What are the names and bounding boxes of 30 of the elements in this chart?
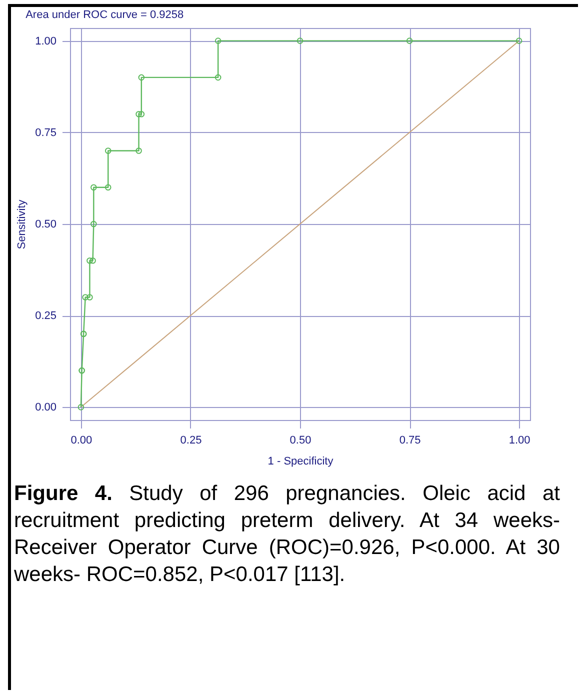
point bbox=[90, 184, 97, 191]
point bbox=[136, 148, 142, 154]
x-tick-label: 0.75 bbox=[399, 434, 421, 446]
point bbox=[86, 257, 93, 264]
point bbox=[90, 220, 97, 228]
point bbox=[138, 110, 145, 118]
caption: Figure 4. Study of 296 pregnancies. Oleic acid at recruitment predicting preterm delivery. At 34 weeks- Receiver Operator Curve (ROC)=0.926, P<0.000. At 30 weeks- ROC=0.852, P<0.017 [113]. bbox=[14, 481, 560, 588]
point bbox=[104, 148, 112, 154]
point bbox=[82, 294, 88, 300]
x-tick-label: 0.50 bbox=[290, 434, 312, 446]
y-tick-label: 1.00 bbox=[35, 35, 56, 48]
point bbox=[86, 294, 93, 300]
y-axis-title: Sensitivity bbox=[16, 199, 28, 250]
x-tick-label: 0.25 bbox=[180, 434, 202, 446]
y-tick-label: 0.25 bbox=[35, 310, 56, 322]
point bbox=[138, 74, 145, 81]
y-tick-label: 0.75 bbox=[35, 126, 56, 139]
point bbox=[214, 74, 222, 81]
y-tick-label: 0.00 bbox=[35, 402, 56, 414]
point bbox=[296, 38, 304, 44]
point bbox=[136, 110, 142, 118]
point bbox=[90, 257, 96, 264]
y-tick-label: 0.50 bbox=[35, 218, 56, 230]
x-axis-title: 1 - Specificity bbox=[268, 456, 334, 468]
point bbox=[104, 184, 112, 191]
point bbox=[214, 38, 222, 44]
chart-title: Area under ROC curve = 0.9258 bbox=[26, 9, 184, 21]
x-tick-label: 1.00 bbox=[508, 434, 530, 446]
point bbox=[406, 38, 413, 44]
x-tick-label: 0.00 bbox=[70, 434, 92, 446]
